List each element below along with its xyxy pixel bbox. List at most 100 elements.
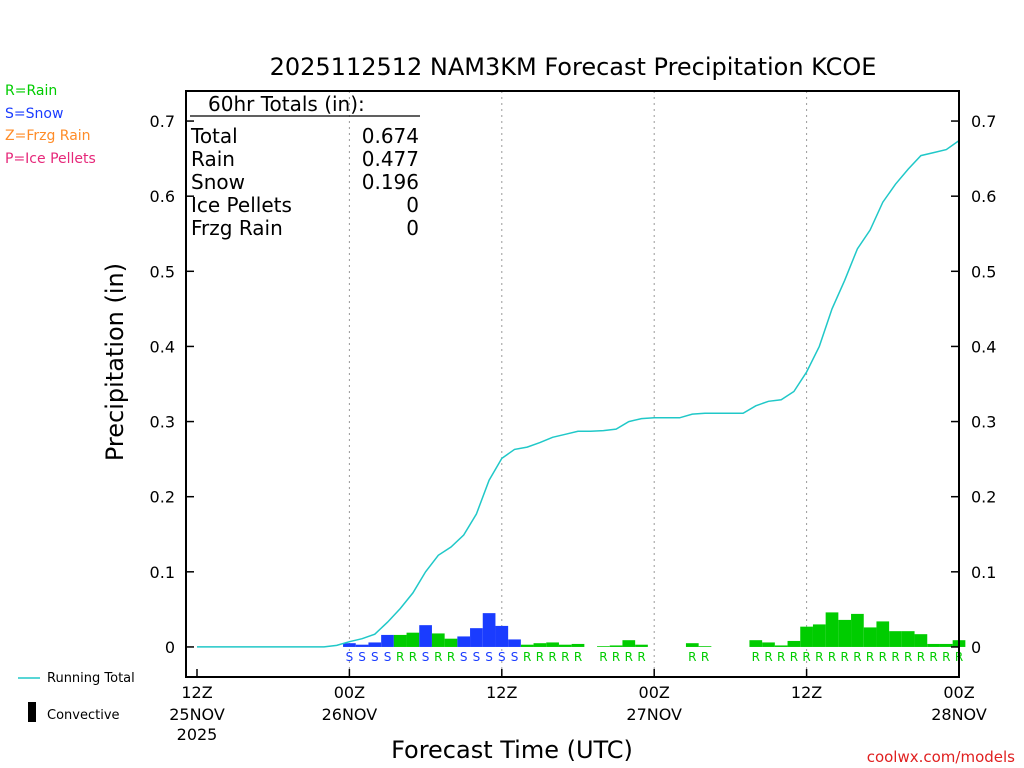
precip-bar [597, 646, 610, 647]
precip-type-label: R [828, 650, 836, 664]
precip-type-label: R [752, 650, 760, 664]
precip-type-label: R [879, 650, 887, 664]
precip-type-label: R [447, 650, 455, 664]
precip-type-label: R [409, 650, 417, 664]
precip-type-label: R [853, 650, 861, 664]
precip-type-label: R [574, 650, 582, 664]
x-tick-label: 25NOV [169, 705, 225, 724]
precip-type-label: R [523, 650, 531, 664]
totals-box: 60hr Totals (in): Total 0.674 Rain 0.477 Sno… [190, 92, 420, 240]
precip-type-label: S [460, 650, 468, 664]
precip-bar [508, 639, 521, 647]
credit-text: coolwx.com/models [867, 748, 1015, 766]
y-tick-label-right: 0.3 [971, 413, 996, 432]
precip-type-label: R [904, 650, 912, 664]
legend-snow: S=Snow [5, 106, 63, 122]
y-tick-label: 0.4 [150, 337, 175, 356]
precip-bar [546, 642, 559, 647]
precip-bar [876, 621, 890, 647]
y-tick-label: 0.7 [150, 112, 175, 131]
precip-bar [914, 634, 928, 647]
precip-bar [495, 625, 509, 647]
precip-bar [444, 638, 458, 647]
totals-header: 60hr Totals (in): [208, 92, 365, 116]
legend-running-total: Running Total [47, 671, 135, 686]
precip-bar [419, 625, 432, 647]
precip-bar [470, 628, 483, 647]
totals-value: 0 [406, 216, 419, 240]
precip-type-label: S [485, 650, 493, 664]
y-tick-label-right: 0.5 [971, 262, 996, 281]
x-tick-label: 12Z [181, 683, 212, 702]
x-tick-label: 27NOV [626, 705, 682, 724]
precip-type-label: R [599, 650, 607, 664]
convective-legend-swatch [28, 702, 36, 722]
precip-type-label: R [396, 650, 404, 664]
precip-bar [863, 627, 877, 647]
precip-type-label: S [473, 650, 481, 664]
y-tick-label: 0.3 [150, 413, 175, 432]
precip-type-label: S [498, 650, 506, 664]
precip-type-label: S [384, 650, 392, 664]
y-tick-label: 0.2 [150, 488, 175, 507]
precip-bar [533, 643, 547, 647]
precip-type-label: S [422, 650, 430, 664]
precip-type-label: R [637, 650, 645, 664]
y-tick-label-right: 0.2 [971, 488, 996, 507]
precip-type-label: R [777, 650, 785, 664]
legend-frzg-rain: Z=Frzg Rain [5, 128, 91, 144]
precip-bar [774, 645, 788, 647]
precip-type-label: S [358, 650, 366, 664]
precip-type-label: R [929, 650, 937, 664]
y-tick-label: 0.1 [150, 563, 175, 582]
precip-type-label: S [346, 650, 354, 664]
precip-bar [520, 644, 534, 647]
x-tick-label: 00Z [639, 683, 670, 702]
precip-bar [901, 631, 915, 647]
precip-type-label: S [511, 650, 519, 664]
precip-bar [838, 619, 852, 647]
precip-type-label: R [942, 650, 950, 664]
precip-type-label: R [891, 650, 899, 664]
plot-frame [185, 90, 960, 678]
precip-bar [622, 640, 636, 647]
precip-type-label: R [841, 650, 849, 664]
precip-type-label: R [701, 650, 709, 664]
totals-label: Frzg Rain [191, 216, 283, 240]
precip-bar [787, 640, 801, 647]
precip-bar [571, 643, 585, 647]
y-ticks-right: 0 0.1 0.2 0.3 0.4 0.5 0.6 0.7 [951, 112, 996, 657]
x-tick-label: 28NOV [931, 705, 987, 724]
precip-type-label: R [688, 650, 696, 664]
precip-bar [482, 613, 496, 647]
y-tick-label-right: 0 [971, 638, 981, 657]
precip-bar [393, 634, 407, 647]
precip-bar [558, 644, 572, 647]
totals-value: 0.674 [362, 124, 419, 148]
running-total-line [197, 139, 960, 648]
precip-bar [609, 645, 623, 647]
totals-label: Snow [191, 170, 245, 194]
precip-bar [635, 644, 648, 647]
precip-bar [381, 634, 394, 647]
precip-bar [800, 626, 813, 647]
y-axis-title: Precipitation (in) [101, 263, 129, 461]
precip-type-label: R [866, 650, 874, 664]
precip-bar [749, 640, 763, 647]
x-tick-label: 00Z [943, 683, 974, 702]
x-tick-label: 26NOV [322, 705, 378, 724]
y-tick-label: 0.5 [150, 262, 175, 281]
precip-bar [927, 643, 940, 647]
precip-bar [851, 613, 864, 647]
x-tick-label: 00Z [334, 683, 365, 702]
totals-label: Ice Pellets [191, 193, 292, 217]
precip-bar [431, 633, 445, 647]
precip-type-label: R [917, 650, 925, 664]
y-tick-label-right: 0.4 [971, 337, 996, 356]
precip-bar [698, 646, 712, 647]
precip-type-label: S [371, 650, 379, 664]
legend-convective: Convective [47, 708, 120, 723]
precip-bar [889, 631, 902, 647]
precip-bar [368, 642, 382, 647]
